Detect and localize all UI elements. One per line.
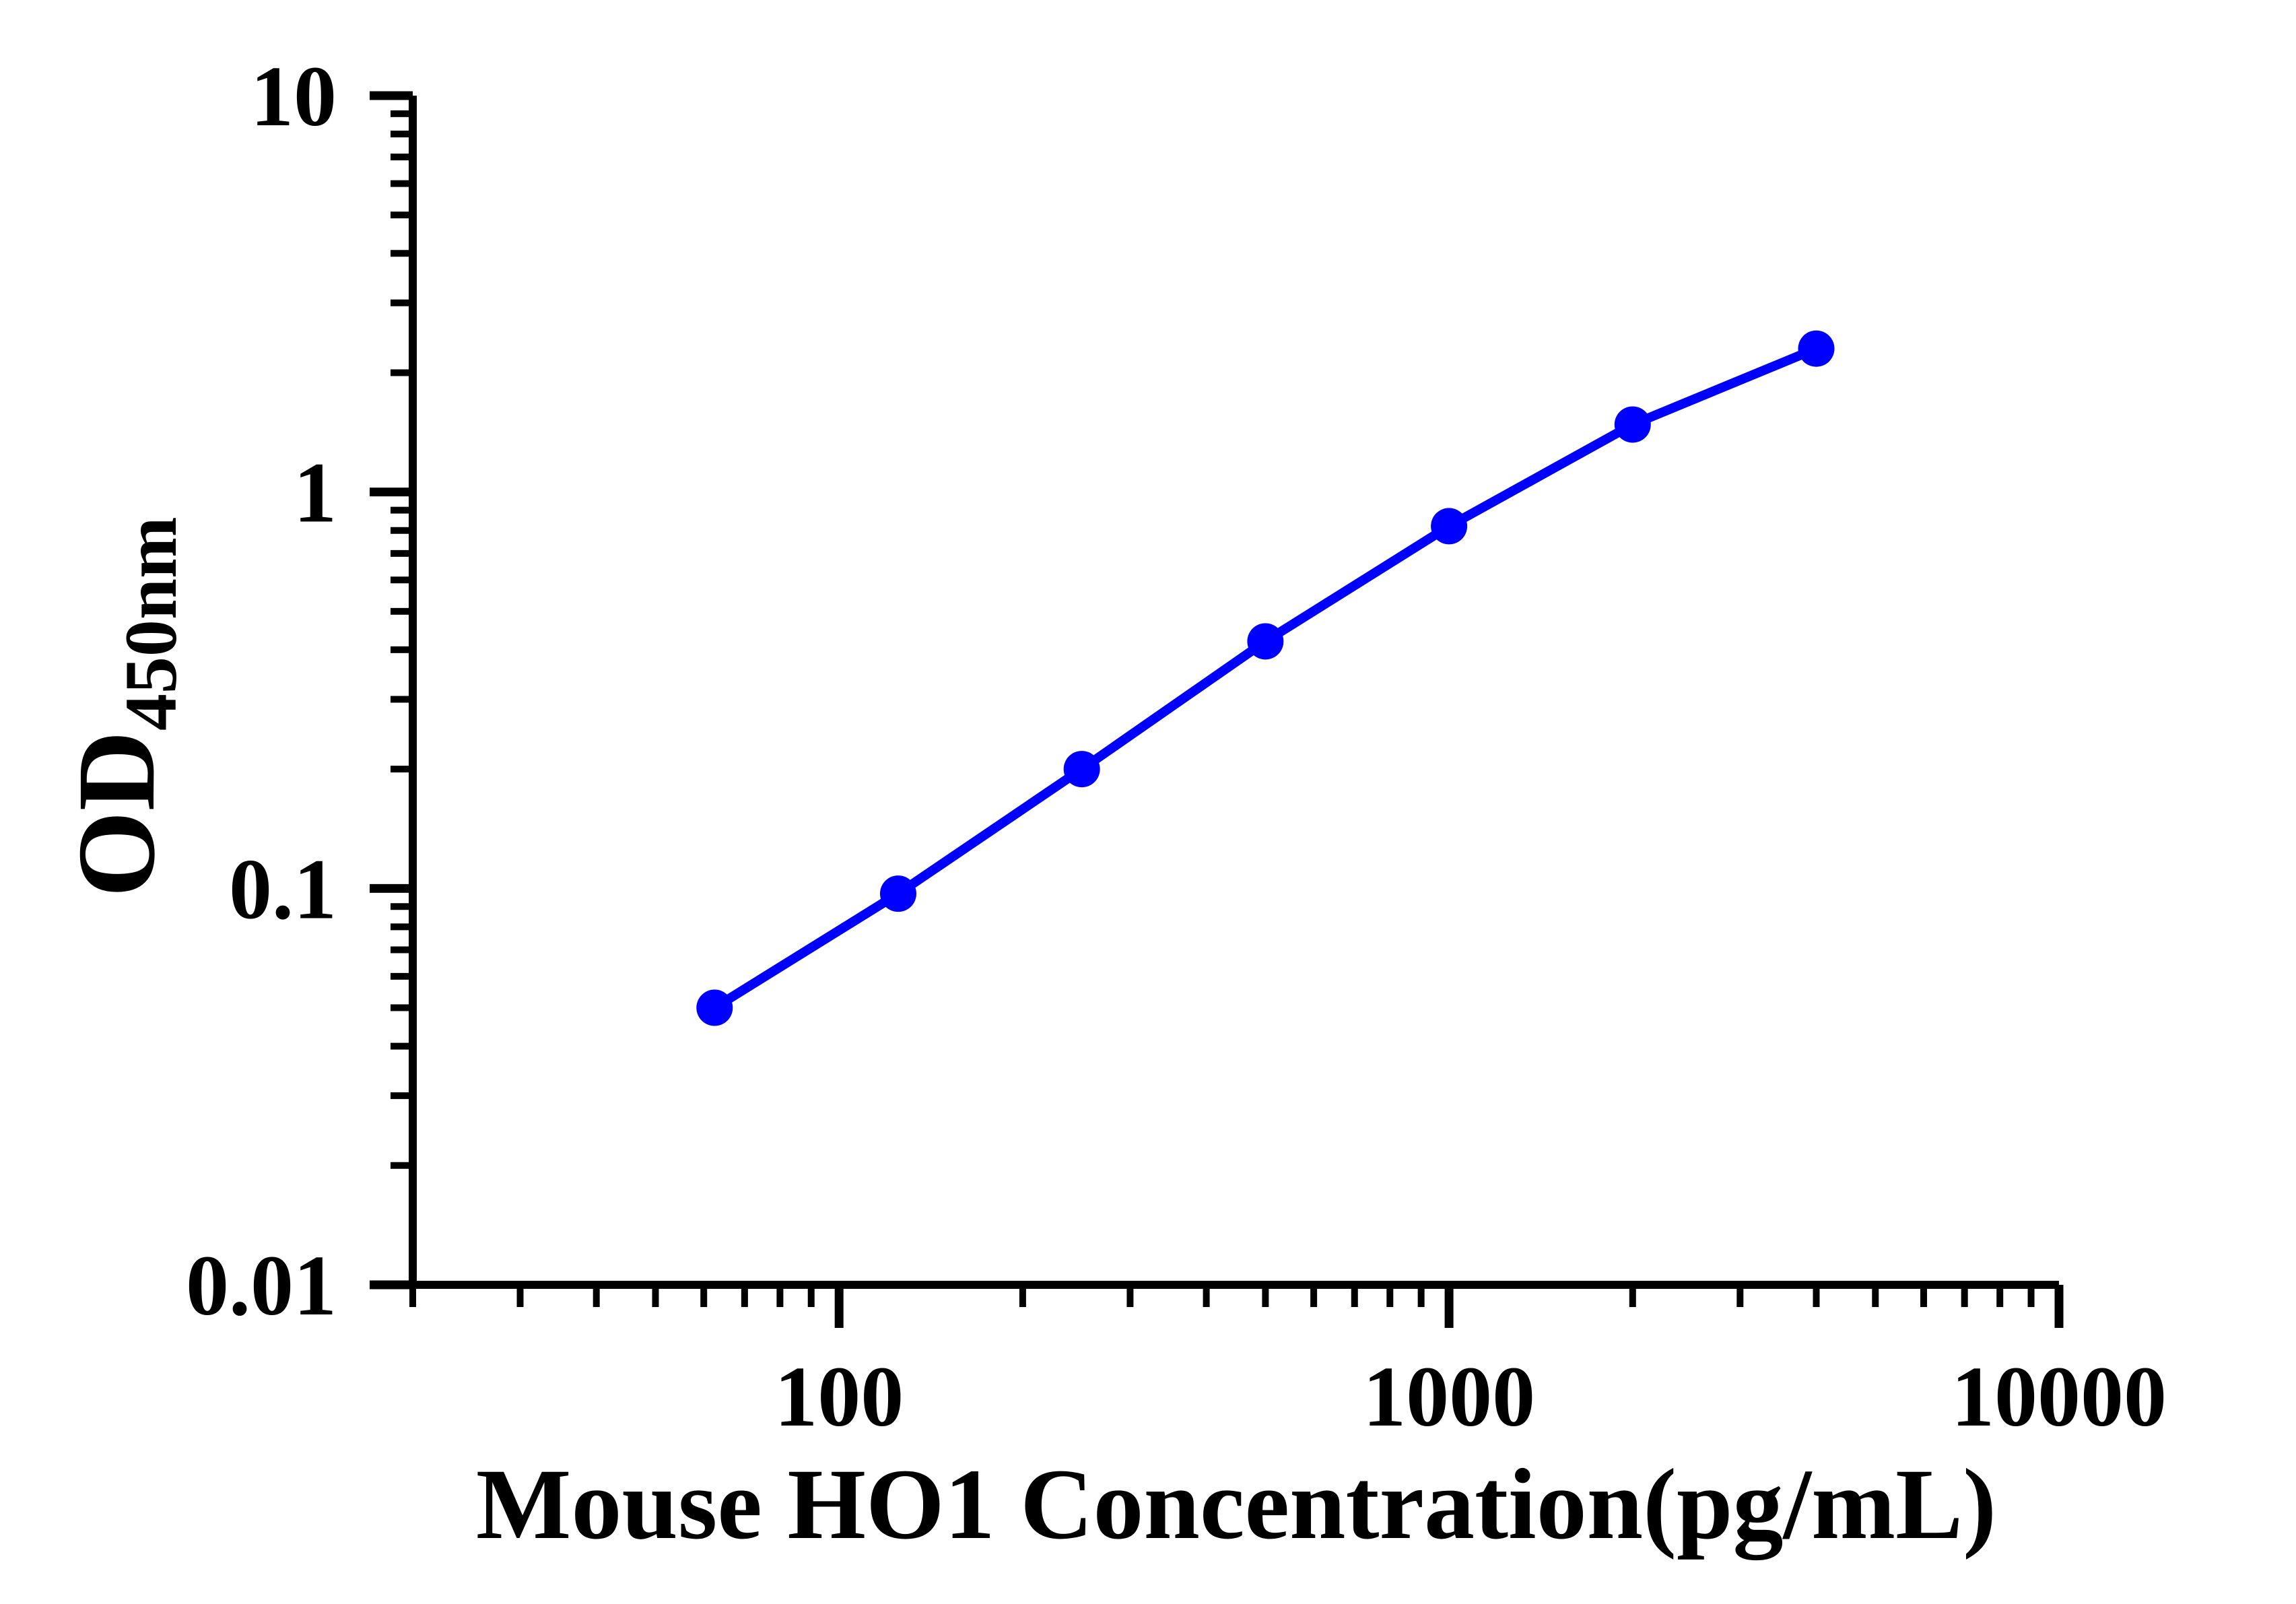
x-tick-label: 10000 [1951, 1349, 2167, 1444]
y-tick-label: 0.1 [229, 841, 337, 937]
y-axis-title-subscript: 450nm [110, 516, 192, 731]
y-axis-title: OD450nm [53, 516, 194, 897]
y-axis-title-main: OD [55, 731, 178, 898]
data-point-marker [1798, 330, 1835, 367]
series-line [712, 344, 1819, 1012]
x-tick-label: 1000 [1363, 1349, 1535, 1444]
x-axis-title: Mouse HO1 Concentration(pg/mL) [475, 1448, 1997, 1560]
data-point-marker [1614, 406, 1651, 443]
data-point-marker [696, 989, 733, 1026]
y-tick-label: 10 [250, 48, 337, 144]
data-point-marker [1431, 508, 1468, 545]
data-point-marker [1063, 751, 1100, 788]
y-tick-label: 0.01 [186, 1238, 337, 1333]
y-tick-label: 1 [294, 445, 337, 541]
data-point-marker [879, 875, 916, 912]
data-point-marker [1247, 623, 1284, 660]
x-tick-label: 100 [774, 1349, 904, 1444]
